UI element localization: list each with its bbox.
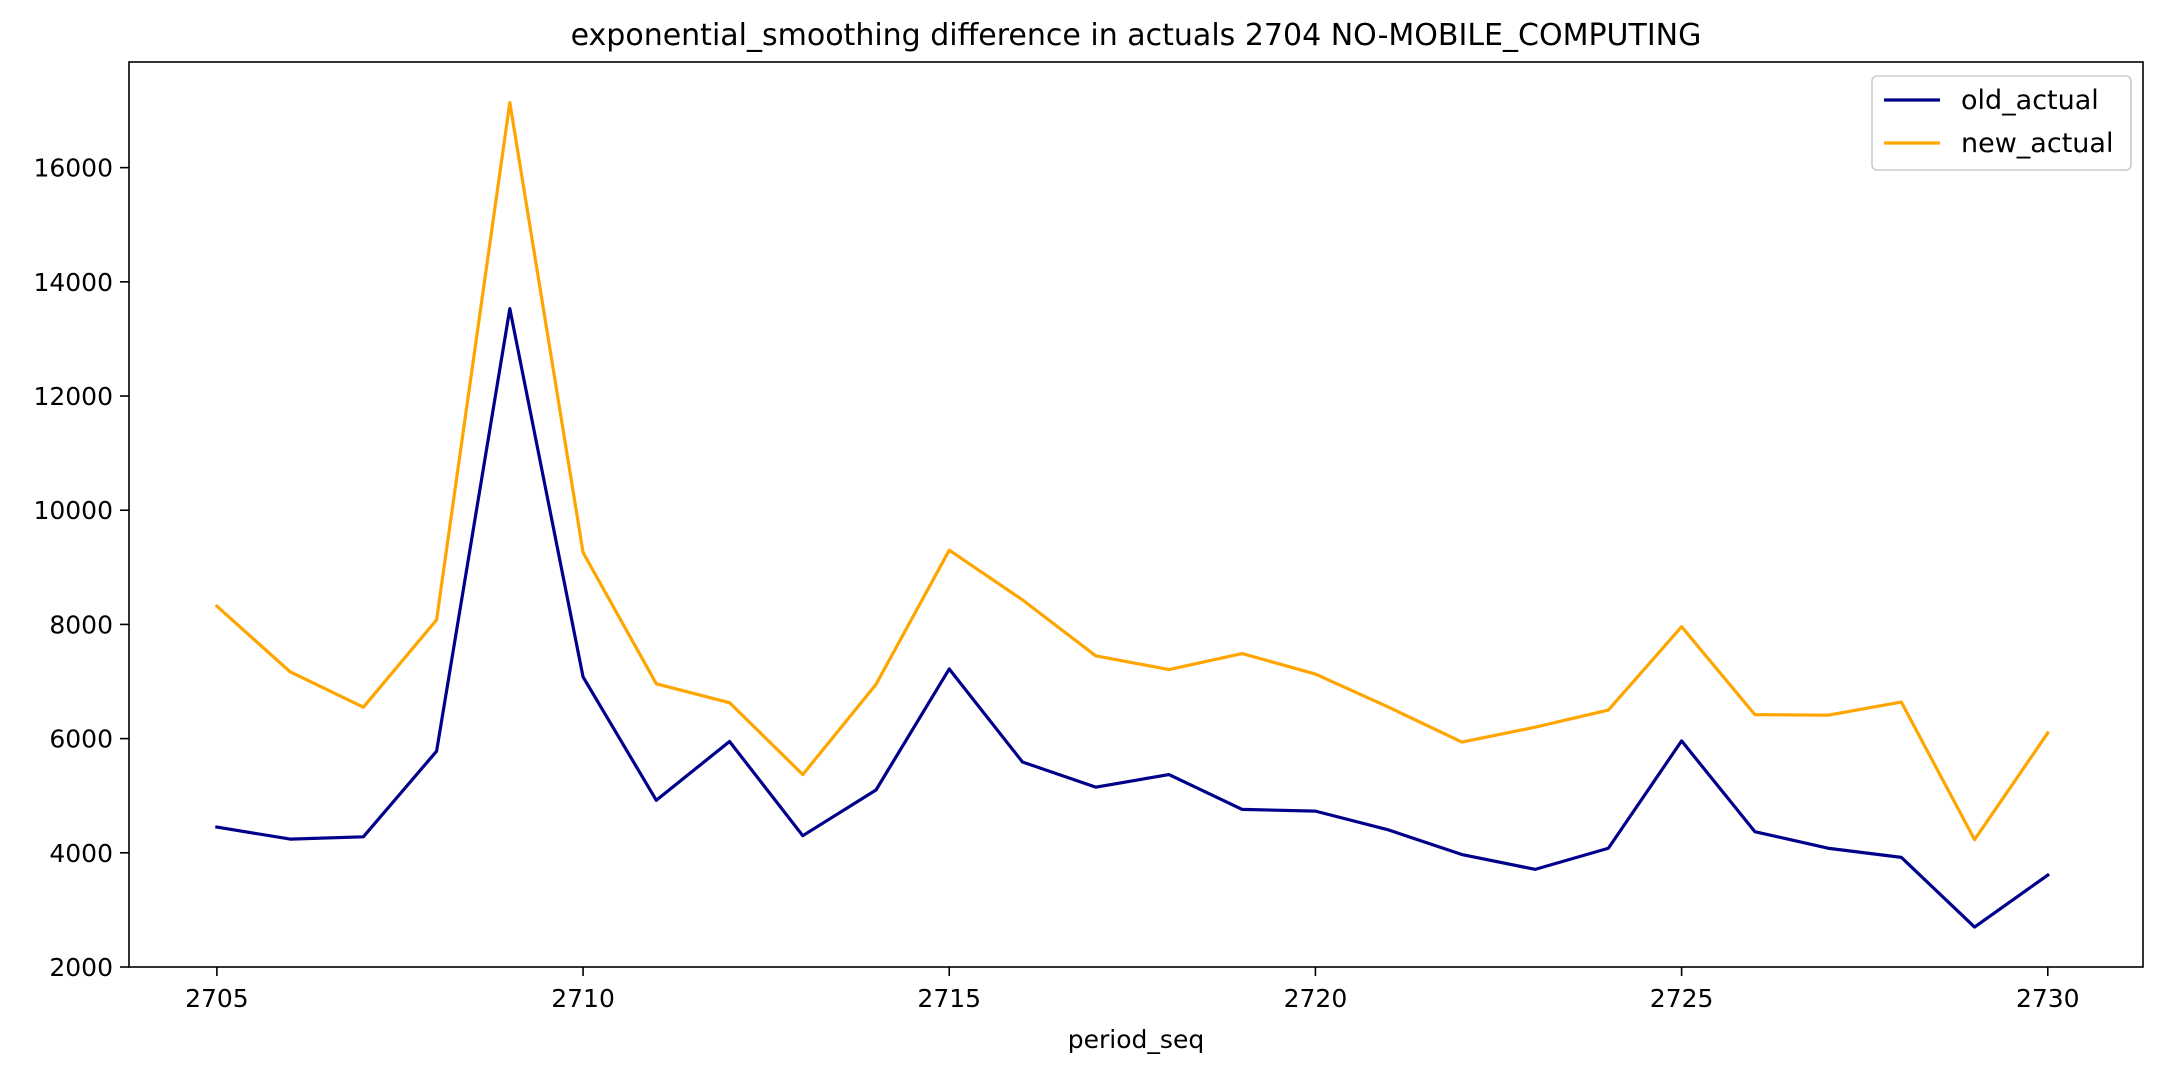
y-tick-label: 2000 bbox=[49, 953, 113, 982]
x-tick-label: 2715 bbox=[917, 984, 981, 1013]
series-line-new_actual bbox=[214, 100, 2051, 842]
y-axis: 2000 4000 6000 8000 10000 12000 14000 16000 bbox=[33, 154, 129, 982]
legend: old_actual new_actual bbox=[1871, 75, 2132, 171]
series-line-old_actual bbox=[215, 307, 2051, 929]
x-tick-label: 2720 bbox=[1284, 984, 1348, 1013]
plot-frame bbox=[128, 61, 2144, 968]
x-axis: 2705 2710 2715 2720 2725 2730 bbox=[185, 967, 2080, 1013]
y-tick-label: 10000 bbox=[33, 496, 113, 525]
y-tick-label: 16000 bbox=[33, 154, 113, 183]
x-tick-label: 2705 bbox=[185, 984, 249, 1013]
y-tick-label: 8000 bbox=[49, 610, 113, 639]
y-tick-label: 14000 bbox=[33, 268, 113, 297]
legend-label-new_actual: new_actual bbox=[1961, 128, 2113, 159]
x-axis-label: period_seq bbox=[1068, 1025, 1204, 1054]
y-tick-label: 12000 bbox=[33, 382, 113, 411]
x-tick-label: 2725 bbox=[1650, 984, 1714, 1013]
x-tick-label: 2710 bbox=[551, 984, 615, 1013]
x-tick-label: 2730 bbox=[2016, 984, 2080, 1013]
chart-title: exponential_smoothing difference in actu… bbox=[571, 18, 1702, 53]
y-tick-label: 4000 bbox=[49, 839, 113, 868]
plot-area bbox=[128, 61, 2144, 968]
legend-label-old_actual: old_actual bbox=[1961, 85, 2099, 116]
y-tick-label: 6000 bbox=[49, 725, 113, 754]
